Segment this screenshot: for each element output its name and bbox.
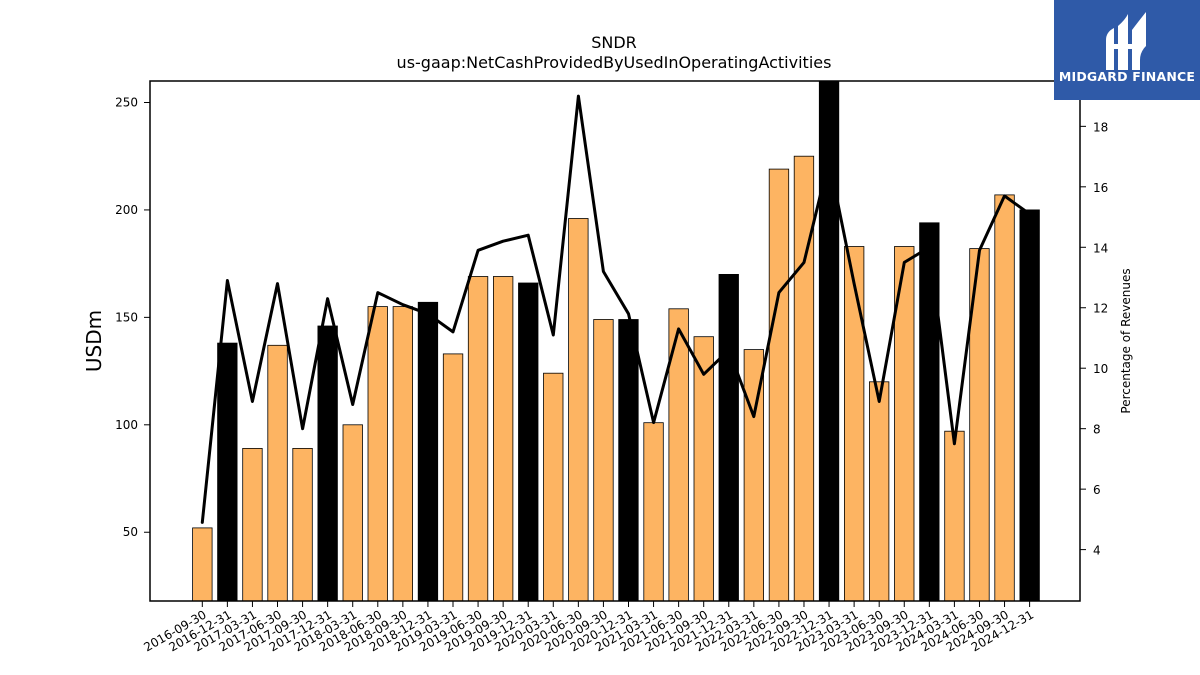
- bar-2018-06-30: [367, 306, 388, 602]
- y2-tick-label: 16: [1093, 181, 1108, 195]
- y-tick-label: 150: [115, 310, 138, 324]
- bar-2020-03-31: [543, 372, 564, 602]
- chart-title: SNDR: [591, 33, 637, 52]
- bar-2016-12-31: [217, 342, 238, 602]
- y2-tick-label: 8: [1093, 423, 1101, 437]
- logo-mark-icon: [1106, 12, 1146, 70]
- chart-subtitle: us-gaap:NetCashProvidedByUsedInOperating…: [397, 53, 832, 72]
- bar-2023-12-31: [919, 222, 940, 602]
- percentage-line-group: [200, 94, 1032, 524]
- logo-text: MIDGARD FINANCE: [1059, 69, 1195, 84]
- y-axis-left: 50 100 150 200 250: [115, 95, 150, 539]
- x-axis: 2016-09-302016-12-312017-03-312017-06-30…: [141, 601, 1036, 654]
- logo: MIDGARD FINANCE: [1054, 0, 1200, 100]
- bar-2020-06-30: [568, 218, 589, 602]
- y-tick-label: 250: [115, 95, 138, 109]
- bar-2021-12-31: [718, 273, 739, 602]
- bars-group: [192, 80, 1040, 602]
- y-tick-label: 50: [123, 525, 138, 539]
- y-tick-label: 200: [115, 203, 138, 217]
- bar-2019-12-31: [518, 282, 539, 602]
- bar-2020-12-31: [618, 319, 639, 602]
- bar-2018-12-31: [417, 301, 439, 602]
- bar-2023-06-30: [869, 381, 890, 602]
- y-axis-right: 4 6 8 10 12 14 16 18: [1080, 120, 1108, 558]
- bar-2021-03-31: [643, 422, 664, 602]
- bar-2017-03-31: [242, 447, 263, 602]
- bar-2024-12-31: [1019, 209, 1040, 602]
- y2-tick-label: 18: [1093, 120, 1108, 134]
- bar-2017-09-30: [292, 447, 313, 602]
- bar-2018-03-31: [342, 424, 363, 602]
- bar-2019-06-30: [467, 276, 489, 602]
- bar-2024-03-31: [944, 430, 965, 602]
- bar-2022-09-30: [793, 155, 815, 602]
- bar-2018-09-30: [392, 306, 414, 602]
- bar-2019-09-30: [492, 276, 514, 602]
- percentage-of-revenues-line: [200, 94, 1032, 524]
- bar-2022-06-30: [768, 168, 790, 602]
- y-axis-label: USDm: [82, 310, 106, 372]
- y2-tick-label: 4: [1093, 544, 1101, 558]
- y2-tick-label: 10: [1093, 362, 1108, 376]
- y2-tick-label: 6: [1093, 483, 1101, 497]
- bar-2017-12-31: [317, 325, 338, 602]
- y2-tick-label: 14: [1093, 241, 1108, 255]
- y2-axis-label: Percentage of Revenues: [1119, 268, 1133, 413]
- bar-2020-09-30: [593, 319, 614, 602]
- y-tick-label: 100: [115, 418, 138, 432]
- bar-2021-09-30: [693, 336, 714, 602]
- bar-2017-06-30: [267, 344, 288, 602]
- bar-2024-09-30: [994, 194, 1015, 602]
- bar-2016-09-30: [192, 527, 213, 602]
- bar-2023-03-31: [844, 246, 865, 602]
- plot-frame: [149, 80, 1081, 602]
- bar-2019-03-31: [442, 353, 464, 602]
- y2-tick-label: 12: [1093, 302, 1108, 316]
